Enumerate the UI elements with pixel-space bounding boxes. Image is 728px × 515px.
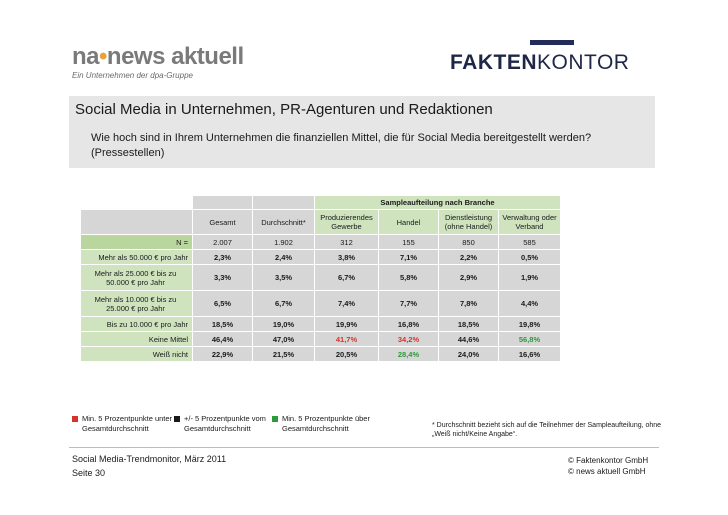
title-band: Social Media in Unternehmen, PR-Agenture… [69,96,655,168]
column-header: Produzierendes Gewerbe [314,209,379,235]
green-square-icon [272,416,278,422]
legend-label: +/- 5 Prozentpunkte vom Gesamtdurchschni… [184,414,266,433]
cell: 19,0% [252,316,315,332]
cell: 3,8% [314,249,379,265]
copyright-line: © Faktenkontor GmbH [568,456,649,465]
table-row: Mehr als 25.000 € bis zu 50.000 € pro Ja… [80,264,562,291]
table-row: Weiß nicht 22,9% 21,5% 20,5% 28,4% 24,0%… [80,346,562,362]
table-row: Keine Mittel 46,4% 47,0% 41,7% 34,2% 44,… [80,331,562,347]
cell: 19,8% [497,316,562,332]
cell: 7,8% [438,290,499,317]
cell: 6,7% [314,264,379,291]
cell: 41,7% [314,331,379,347]
row-label: Mehr als 10.000 € bis zu 25.000 € pro Ja… [80,290,193,317]
cell: 21,5% [252,346,315,362]
cell: 5,8% [378,264,439,291]
column-header: Durchschnitt* [252,209,315,235]
table-row: Mehr als 10.000 € bis zu 25.000 € pro Ja… [80,290,562,317]
corner-cell [80,209,193,235]
cell: 6,5% [192,290,253,317]
cell: 56,8% [497,331,562,347]
cell: 19,9% [314,316,379,332]
table-row: N = 2.007 1.902 312 155 850 585 [80,234,562,250]
logo-tagline: Ein Unternehmen der dpa-Gruppe [72,71,193,80]
cell: 6,7% [252,290,315,317]
row-label: Mehr als 25.000 € bis zu 50.000 € pro Ja… [80,264,193,291]
spacer-cell [252,195,315,210]
legend-label: Min. 5 Prozentpunkte unter Gesamtdurchsc… [82,414,173,433]
cell: 7,7% [378,290,439,317]
cell: 2,4% [252,249,315,265]
results-table: Sampleaufteilung nach Branche Gesamt Dur… [80,195,562,362]
logo-wordmark: na•news aktuell [72,43,244,70]
row-label: Keine Mittel [80,331,193,347]
cell: 7,4% [314,290,379,317]
row-label: Mehr als 50.000 € pro Jahr [80,249,193,265]
row-label: N = [80,234,193,250]
cell: 18,5% [192,316,253,332]
logo-bar [530,40,574,45]
cell: 585 [497,234,562,250]
cell: 7,1% [378,249,439,265]
cell: 20,5% [314,346,379,362]
cell: 22,9% [192,346,253,362]
copyright-line: © news aktuell GmbH [568,467,646,476]
cell: 2.007 [192,234,253,250]
column-header: Dienstleistung (ohne Handel) [438,209,499,235]
cell: 4,4% [497,290,562,317]
footnote: * Durchschnitt bezieht sich auf die Teil… [432,422,662,438]
cell: 24,0% [438,346,499,362]
spacer-cell [192,195,253,210]
cell: 2,9% [438,264,499,291]
footer-source: Social Media-Trendmonitor, März 2011 Sei… [72,452,226,480]
column-header: Verwaltung oder Verband [497,209,562,235]
footer-divider [69,447,659,448]
column-header: Gesamt [192,209,253,235]
cell: 3,5% [252,264,315,291]
red-square-icon [72,416,78,422]
corner-cell [80,195,193,210]
row-label: Bis zu 10.000 € pro Jahr [80,316,193,332]
column-header: Handel [378,209,439,235]
black-square-icon [174,416,180,422]
table-row: Mehr als 50.000 € pro Jahr 2,3% 2,4% 3,8… [80,249,562,265]
survey-question: Wie hoch sind in Ihrem Unternehmen die f… [91,132,592,159]
footer-copyright: © Faktenkontor GmbH © news aktuell GmbH [568,455,648,477]
source-text: Social Media-Trendmonitor, März 2011 [72,454,227,464]
cell: 3,3% [192,264,253,291]
cell: 47,0% [252,331,315,347]
cell: 850 [438,234,499,250]
row-label: Weiß nicht [80,346,193,362]
cell: 0,5% [497,249,562,265]
cell: 16,8% [378,316,439,332]
news-aktuell-logo: na•news aktuell Ein Unternehmen der dpa-… [72,43,244,81]
cell: 1,9% [497,264,562,291]
cell: 28,4% [378,346,439,362]
cell: 46,4% [192,331,253,347]
cell: 1.902 [252,234,315,250]
cell: 312 [314,234,379,250]
cell: 18,5% [438,316,499,332]
legend-label: Min. 5 Prozentpunkte über Gesamtdurchsch… [282,414,370,433]
cell: 2,3% [192,249,253,265]
group-header: Sampleaufteilung nach Branche [313,195,562,210]
logo-wordmark-right: FAKTENKONTOR [450,51,630,74]
table-row: Bis zu 10.000 € pro Jahr 18,5% 19,0% 19,… [80,316,562,332]
page-title: Social Media in Unternehmen, PR-Agenture… [75,101,493,118]
cell: 34,2% [378,331,439,347]
page-number: Seite 30 [72,468,106,478]
cell: 16,6% [497,346,562,362]
cell: 44,6% [438,331,499,347]
cell: 155 [378,234,439,250]
cell: 2,2% [438,249,499,265]
